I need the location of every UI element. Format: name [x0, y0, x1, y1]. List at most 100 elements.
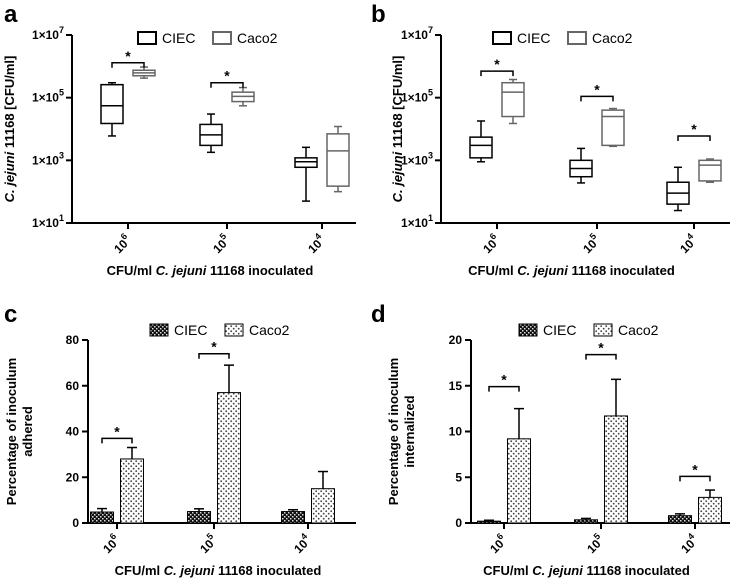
panel-d: d 0 5 10 15 20 106 105 104 CFU/ml C. jejuni 1116…	[371, 301, 730, 578]
significance-star: *	[692, 461, 698, 477]
significance-star: *	[494, 56, 500, 72]
y-axis-title: C. jejuni 11168 [CFU/ml]	[2, 56, 17, 203]
y-tick-label: 1×101	[401, 213, 433, 230]
significance-bracket	[198, 352, 230, 359]
y-tick-label: 1×105	[401, 88, 433, 105]
significance-star: *	[125, 48, 131, 64]
significance-star: *	[501, 372, 507, 388]
legend-label-ciec: CIEC	[543, 322, 576, 338]
x-tick-label: 106	[98, 531, 123, 556]
x-axis-title: CFU/ml C. jejuni 11168 inoculated	[468, 263, 675, 278]
significance-bracket	[488, 385, 520, 392]
bar-caco2	[217, 392, 241, 524]
x-tick-label: 105	[578, 231, 603, 256]
bar-chart-c: 0 20 40 60 80 106 105 104 CFU/ml C. jejuni 11168…	[4, 322, 356, 578]
y-tick-label: 15	[449, 379, 463, 393]
y-tick-label: 60	[66, 379, 80, 393]
bar-caco2	[311, 488, 335, 524]
panel-c: c 0 20 40 60 80 106 105 104 CFU/ml C. jejuni 111…	[4, 301, 356, 578]
legend-swatch-caco2	[593, 323, 613, 337]
x-tick-label: 106	[109, 231, 134, 256]
bar-chart-d: 0 5 10 15 20 106 105 104 CFU/ml C. jejuni 11168 …	[386, 322, 730, 578]
legend-swatch-ciec	[149, 323, 169, 337]
significance-star: *	[211, 339, 217, 355]
panel-letter: d	[371, 301, 386, 328]
x-tick-label: 105	[195, 531, 220, 556]
significance-star: *	[598, 340, 604, 356]
y-tick-label: 5	[455, 470, 462, 484]
bar-ciec	[574, 519, 598, 524]
significance-bracket	[111, 62, 145, 68]
panel-letter: c	[4, 301, 17, 328]
significance-bracket	[101, 437, 133, 444]
x-tick-label: 104	[289, 531, 314, 556]
panel-a: a 1×101 1×103 1×105 1×107 106 105 104 CFU/ml C.…	[2, 1, 356, 278]
legend-swatch-ciec	[492, 31, 512, 45]
box-ciec	[100, 83, 124, 125]
y-tick-label: 40	[66, 425, 80, 439]
legend-swatch-caco2	[567, 31, 587, 45]
y-tick-label: 20	[66, 470, 80, 484]
legend-label-caco2: Caco2	[249, 322, 290, 338]
box-caco2	[501, 81, 525, 118]
significance-bracket	[585, 353, 617, 360]
y-axis-title: adhered	[20, 406, 35, 457]
x-tick-label: 106	[478, 231, 503, 256]
bar-ciec	[187, 511, 211, 524]
bar-ciec	[90, 511, 114, 524]
x-tick-label: 104	[675, 231, 700, 256]
y-tick-label: 0	[72, 516, 79, 530]
significance-bracket	[480, 70, 514, 77]
legend-swatch-caco2	[224, 323, 244, 337]
box-caco2	[698, 159, 722, 182]
box-ciec	[469, 136, 493, 159]
box-caco2	[601, 109, 625, 147]
legend-label-ciec: CIEC	[174, 322, 207, 338]
x-axis-title: CFU/ml C. jejuni 11168 inoculated	[483, 563, 690, 578]
box-caco2	[326, 133, 350, 187]
panel-letter: b	[371, 1, 386, 28]
legend-swatch-ciec	[137, 31, 157, 45]
y-tick-label: 1×107	[401, 25, 433, 42]
x-tick-label: 104	[676, 531, 701, 556]
legend-label-caco2: Caco2	[592, 30, 633, 46]
significance-star: *	[224, 68, 230, 84]
bar-caco2	[120, 458, 144, 524]
significance-bracket	[679, 475, 711, 482]
legend-label-caco2: Caco2	[618, 322, 659, 338]
boxplot-chart-a: 1×101 1×103 1×105 1×107 106 105 104 CFU/ml C. j…	[2, 25, 356, 278]
x-tick-label: 105	[208, 231, 233, 256]
box-ciec	[294, 157, 318, 169]
legend-swatch-ciec	[518, 323, 538, 337]
x-tick-label: 105	[582, 531, 607, 556]
legend-label-ciec: CIEC	[162, 30, 195, 46]
bar-ciec	[477, 520, 501, 524]
y-tick-label: 10	[449, 425, 463, 439]
significance-star: *	[594, 81, 600, 97]
y-axis-title: internalized	[402, 395, 417, 467]
bar-caco2	[698, 496, 722, 524]
y-tick-label: 1×103	[32, 150, 64, 167]
y-tick-label: 20	[449, 333, 463, 347]
y-tick-label: 80	[66, 333, 80, 347]
y-axis-title: Percentage of inoculum	[386, 358, 401, 505]
y-tick-label: 1×103	[401, 150, 433, 167]
x-tick-label: 106	[485, 531, 510, 556]
y-tick-label: 0	[455, 516, 462, 530]
legend-swatch-caco2	[212, 31, 232, 45]
x-axis-title: CFU/ml C. jejuni 11168 inoculated	[115, 563, 322, 578]
x-tick-label: 104	[303, 231, 328, 256]
legend-label-ciec: CIEC	[517, 30, 550, 46]
y-axis-title: C. jejuni 11168 [CFU/ml]	[390, 56, 405, 203]
panel-letter: a	[4, 1, 18, 28]
y-tick-label: 1×101	[32, 213, 64, 230]
y-tick-label: 1×107	[32, 25, 64, 42]
significance-bracket	[210, 81, 244, 88]
legend-label-caco2: Caco2	[237, 30, 278, 46]
y-tick-label: 1×105	[32, 88, 64, 105]
bar-caco2	[604, 415, 628, 524]
significance-bracket	[580, 95, 614, 102]
